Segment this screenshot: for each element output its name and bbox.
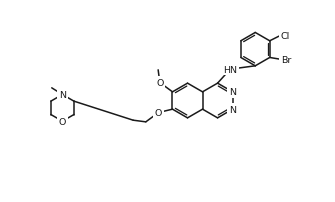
Text: O: O [155, 108, 162, 117]
Text: Cl: Cl [281, 32, 290, 41]
Text: N: N [229, 88, 236, 97]
Text: N: N [59, 90, 66, 100]
Text: Br: Br [281, 55, 291, 64]
Text: O: O [156, 79, 163, 87]
Text: O: O [59, 117, 66, 126]
Text: N: N [229, 105, 236, 114]
Text: HN: HN [223, 65, 237, 74]
